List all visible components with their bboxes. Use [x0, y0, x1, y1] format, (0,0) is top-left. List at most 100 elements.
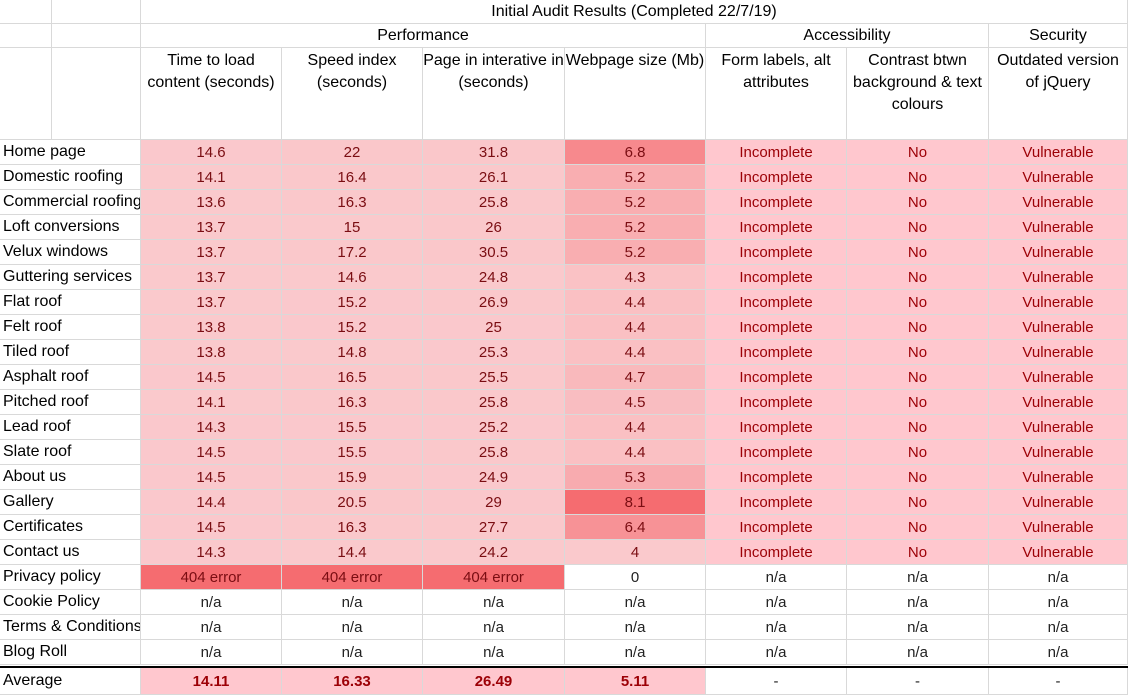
table-cell[interactable]: 13.6: [141, 190, 282, 215]
table-cell[interactable]: Incomplete: [706, 290, 847, 315]
table-cell[interactable]: n/a: [847, 615, 989, 640]
table-cell[interactable]: n/a: [847, 640, 989, 665]
corner-cell[interactable]: [52, 48, 141, 140]
table-cell[interactable]: Vulnerable: [989, 265, 1128, 290]
table-cell[interactable]: Vulnerable: [989, 440, 1128, 465]
table-cell[interactable]: 8.1: [565, 490, 706, 515]
table-cell[interactable]: 14.5: [141, 365, 282, 390]
table-cell[interactable]: No: [847, 390, 989, 415]
table-cell[interactable]: 16.3: [282, 390, 423, 415]
table-cell[interactable]: 14.5: [141, 515, 282, 540]
table-cell[interactable]: n/a: [847, 590, 989, 615]
table-cell[interactable]: 29: [423, 490, 565, 515]
table-cell[interactable]: 14.4: [282, 540, 423, 565]
table-cell[interactable]: 6.8: [565, 140, 706, 165]
table-cell[interactable]: 15.2: [282, 315, 423, 340]
table-cell[interactable]: n/a: [565, 615, 706, 640]
table-cell[interactable]: 5.2: [565, 215, 706, 240]
table-cell[interactable]: Incomplete: [706, 540, 847, 565]
average-cell[interactable]: -: [847, 668, 989, 695]
table-cell[interactable]: 14.6: [141, 140, 282, 165]
table-cell[interactable]: 30.5: [423, 240, 565, 265]
table-cell[interactable]: Incomplete: [706, 440, 847, 465]
table-cell[interactable]: 4.4: [565, 290, 706, 315]
table-cell[interactable]: 26: [423, 215, 565, 240]
table-cell[interactable]: Incomplete: [706, 165, 847, 190]
table-cell[interactable]: No: [847, 340, 989, 365]
table-cell[interactable]: Incomplete: [706, 340, 847, 365]
table-cell[interactable]: Vulnerable: [989, 215, 1128, 240]
table-cell[interactable]: No: [847, 290, 989, 315]
table-cell[interactable]: Incomplete: [706, 240, 847, 265]
table-cell[interactable]: No: [847, 265, 989, 290]
table-cell[interactable]: 15.9: [282, 465, 423, 490]
table-cell[interactable]: 16.4: [282, 165, 423, 190]
table-cell[interactable]: 24.9: [423, 465, 565, 490]
table-cell[interactable]: 0: [565, 565, 706, 590]
table-cell[interactable]: 5.2: [565, 165, 706, 190]
table-cell[interactable]: No: [847, 315, 989, 340]
table-cell[interactable]: n/a: [706, 640, 847, 665]
table-cell[interactable]: 17.2: [282, 240, 423, 265]
table-cell[interactable]: Incomplete: [706, 415, 847, 440]
table-cell[interactable]: n/a: [989, 590, 1128, 615]
table-cell[interactable]: 20.5: [282, 490, 423, 515]
table-cell[interactable]: 4.4: [565, 340, 706, 365]
table-cell[interactable]: n/a: [989, 640, 1128, 665]
table-cell[interactable]: n/a: [706, 615, 847, 640]
table-cell[interactable]: No: [847, 165, 989, 190]
table-cell[interactable]: Vulnerable: [989, 390, 1128, 415]
table-cell[interactable]: n/a: [565, 590, 706, 615]
table-cell[interactable]: 4.7: [565, 365, 706, 390]
table-cell[interactable]: Incomplete: [706, 490, 847, 515]
table-cell[interactable]: 25.3: [423, 340, 565, 365]
table-cell[interactable]: 14.3: [141, 540, 282, 565]
table-cell[interactable]: Vulnerable: [989, 315, 1128, 340]
table-cell[interactable]: No: [847, 465, 989, 490]
table-cell[interactable]: n/a: [282, 640, 423, 665]
table-cell[interactable]: Vulnerable: [989, 415, 1128, 440]
table-cell[interactable]: Vulnerable: [989, 340, 1128, 365]
table-cell[interactable]: No: [847, 515, 989, 540]
table-cell[interactable]: Incomplete: [706, 515, 847, 540]
table-cell[interactable]: 25: [423, 315, 565, 340]
table-cell[interactable]: 31.8: [423, 140, 565, 165]
average-cell[interactable]: -: [706, 668, 847, 695]
table-cell[interactable]: 5.2: [565, 190, 706, 215]
table-cell[interactable]: n/a: [989, 615, 1128, 640]
table-cell[interactable]: Incomplete: [706, 190, 847, 215]
table-cell[interactable]: 27.7: [423, 515, 565, 540]
table-cell[interactable]: Incomplete: [706, 265, 847, 290]
table-cell[interactable]: 5.2: [565, 240, 706, 265]
table-cell[interactable]: Incomplete: [706, 465, 847, 490]
table-cell[interactable]: 25.2: [423, 415, 565, 440]
table-cell[interactable]: 4.4: [565, 415, 706, 440]
average-cell[interactable]: 26.49: [423, 668, 565, 695]
table-cell[interactable]: No: [847, 215, 989, 240]
table-cell[interactable]: n/a: [141, 615, 282, 640]
table-cell[interactable]: Vulnerable: [989, 240, 1128, 265]
corner-cell[interactable]: [52, 24, 141, 48]
table-cell[interactable]: n/a: [282, 615, 423, 640]
table-cell[interactable]: n/a: [706, 590, 847, 615]
table-cell[interactable]: n/a: [423, 640, 565, 665]
table-cell[interactable]: 25.5: [423, 365, 565, 390]
average-cell[interactable]: 16.33: [282, 668, 423, 695]
table-cell[interactable]: 15: [282, 215, 423, 240]
corner-cell[interactable]: [0, 24, 52, 48]
table-cell[interactable]: 4.4: [565, 315, 706, 340]
table-cell[interactable]: Vulnerable: [989, 290, 1128, 315]
table-cell[interactable]: 25.8: [423, 190, 565, 215]
table-cell[interactable]: Incomplete: [706, 390, 847, 415]
table-cell[interactable]: 4.3: [565, 265, 706, 290]
table-cell[interactable]: 404 error: [423, 565, 565, 590]
table-cell[interactable]: 15.5: [282, 440, 423, 465]
table-cell[interactable]: 14.5: [141, 465, 282, 490]
table-cell[interactable]: 14.8: [282, 340, 423, 365]
table-cell[interactable]: Incomplete: [706, 140, 847, 165]
table-cell[interactable]: 13.7: [141, 265, 282, 290]
table-cell[interactable]: 25.8: [423, 440, 565, 465]
table-cell[interactable]: 14.1: [141, 165, 282, 190]
table-cell[interactable]: 14.6: [282, 265, 423, 290]
table-cell[interactable]: n/a: [282, 590, 423, 615]
